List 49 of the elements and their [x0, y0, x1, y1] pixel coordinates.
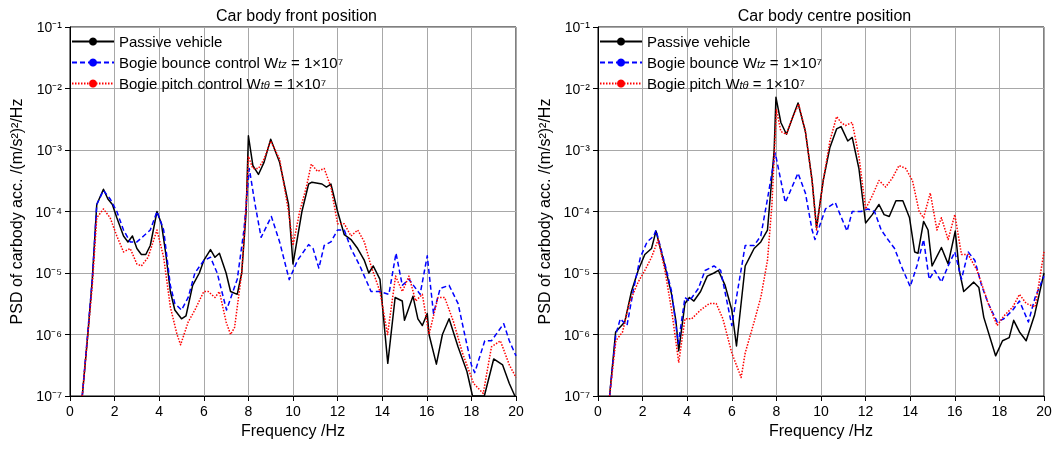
- y-tick-label: 10⁻²: [36, 80, 63, 97]
- y-tick-label: 10⁻³: [36, 142, 63, 158]
- x-tick-label: 4: [155, 403, 164, 419]
- x-tick-label: 8: [772, 403, 780, 419]
- y-tick-label: 10⁻⁵: [35, 265, 62, 281]
- legend-label: Bogie pitch control Wtθ = 1×10⁷: [119, 75, 327, 92]
- y-tick-label: 10⁻⁵: [563, 265, 590, 281]
- y-tick-label: 10⁻⁴: [562, 203, 590, 220]
- x-tick-label: 16: [419, 403, 435, 419]
- x-tick-label: 14: [374, 403, 391, 419]
- legend-label: Passive vehicle: [646, 33, 750, 50]
- x-tick-label: 20: [1035, 403, 1052, 419]
- chart-title: Car body front position: [216, 6, 377, 24]
- x-tick-label: 18: [991, 403, 1007, 419]
- x-tick-label: 12: [857, 403, 874, 419]
- chart-title: Car body centre position: [737, 6, 911, 24]
- y-tick-label: 10⁻⁴: [35, 203, 62, 220]
- y-axis-title: PSD of carbody acc. /(m/s²)²/Hz: [535, 98, 552, 325]
- y-tick-label: 10⁻⁷: [563, 388, 590, 404]
- x-tick-label: 2: [110, 403, 119, 419]
- x-tick-label: 2: [638, 403, 647, 419]
- x-tick-label: 6: [727, 403, 736, 419]
- x-tick-label: 0: [66, 403, 75, 419]
- x-axis-title: Frequency /Hz: [240, 422, 346, 440]
- x-tick-label: 4: [682, 403, 691, 419]
- x-tick-label: 20: [508, 403, 524, 419]
- x-tick-label: 8: [244, 403, 253, 419]
- legend-label: Passive vehicle: [119, 33, 223, 50]
- y-tick-label: 10⁻⁶: [563, 326, 590, 343]
- legend-label: Bogie bounce control Wtz = 1×10⁷: [119, 54, 344, 71]
- x-tick-label: 10: [812, 403, 829, 419]
- x-tick-label: 18: [463, 403, 480, 419]
- y-tick-label: 10⁻²: [564, 80, 590, 97]
- x-tick-label: 10: [285, 403, 301, 419]
- x-tick-label: 14: [901, 403, 918, 419]
- y-tick-label: 10⁻¹: [564, 19, 590, 35]
- y-tick-label: 10⁻⁶: [35, 326, 62, 343]
- legend-label: Bogie pitch Wtθ = 1×10⁷: [646, 75, 805, 92]
- y-tick-label: 10⁻³: [564, 142, 590, 158]
- x-tick-label: 0: [593, 403, 602, 419]
- line-series: [608, 152, 1045, 397]
- x-tick-label: 12: [329, 403, 346, 419]
- x-tick-label: 6: [199, 403, 208, 419]
- y-tick-label: 10⁻⁷: [36, 388, 62, 404]
- legend-label: Bogie bounce Wtz = 1×10⁷: [646, 54, 822, 71]
- y-axis-title: PSD of carbody acc. /(m/s²)²/Hz: [7, 98, 25, 325]
- y-tick-label: 10⁻¹: [36, 19, 63, 35]
- x-axis-title: Frequency /Hz: [768, 422, 873, 440]
- x-tick-label: 16: [946, 403, 963, 419]
